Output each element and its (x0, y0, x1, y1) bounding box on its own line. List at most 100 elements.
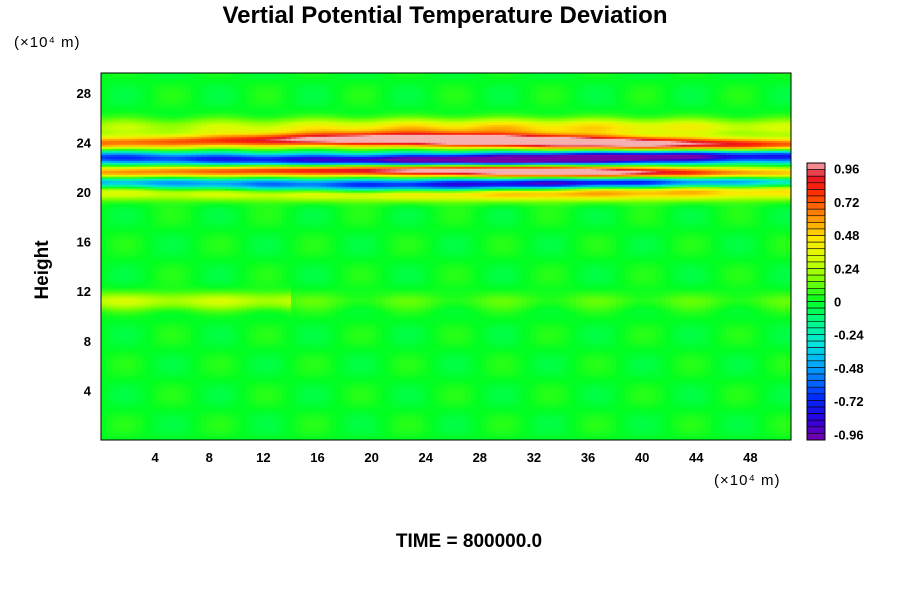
heatmap-cell (131, 316, 137, 319)
heatmap-cell (156, 352, 162, 355)
heatmap-cell (181, 96, 187, 100)
heatmap-cell (146, 146, 152, 150)
heatmap-cell (126, 358, 132, 361)
heatmap-cell (141, 300, 147, 303)
heatmap-cell (156, 140, 162, 144)
heatmap-cell (121, 356, 127, 359)
heatmap-cell (161, 402, 167, 405)
heatmap-cell (161, 146, 167, 150)
heatmap-cell (161, 200, 167, 204)
heatmap-cell (106, 314, 112, 317)
heatmap-cell (146, 310, 152, 313)
heatmap-cell (166, 432, 172, 435)
heatmap-cell (126, 372, 132, 375)
heatmap-cell (101, 316, 107, 319)
heatmap-cell (176, 182, 182, 186)
heatmap-cell (166, 202, 172, 206)
heatmap-cell (126, 186, 132, 190)
heatmap-cell (111, 222, 117, 225)
heatmap-cell (141, 368, 147, 371)
heatmap-cell (111, 372, 117, 375)
heatmap-cell (151, 272, 157, 275)
heatmap-cell (151, 300, 157, 303)
heatmap-cell (111, 394, 117, 397)
heatmap-cell (141, 106, 147, 110)
heatmap-cell (171, 234, 177, 237)
heatmap-cell (106, 86, 112, 90)
heatmap-cell (146, 158, 152, 162)
heatmap-cell (176, 212, 182, 216)
heatmap-cell (111, 164, 117, 168)
heatmap-cell (116, 104, 122, 108)
heatmap-cell (146, 74, 152, 78)
heatmap-cell (111, 154, 117, 158)
heatmap-cell (176, 168, 182, 172)
heatmap-cell (161, 226, 167, 229)
heatmap-cell (136, 84, 142, 88)
heatmap-cell (121, 78, 127, 82)
heatmap-cell (131, 178, 137, 182)
heatmap-cell (156, 242, 162, 245)
heatmap-cell (141, 194, 147, 198)
heatmap-cell (176, 360, 182, 363)
heatmap-cell (156, 150, 162, 154)
heatmap-cell (106, 338, 112, 341)
heatmap-cell (121, 220, 127, 223)
heatmap-cell (166, 246, 172, 249)
heatmap-cell (121, 320, 127, 323)
heatmap-cell (156, 434, 162, 437)
heatmap-cell (146, 186, 152, 190)
heatmap-cell (166, 406, 172, 409)
heatmap-cell (151, 374, 157, 377)
heatmap-cell (141, 246, 147, 249)
heatmap-cell (161, 346, 167, 349)
heatmap-cell (131, 166, 137, 170)
heatmap-cell (146, 360, 152, 363)
heatmap-cell (131, 350, 137, 353)
heatmap-cell (151, 416, 157, 419)
heatmap-cell (126, 112, 132, 116)
heatmap-cell (156, 264, 162, 267)
heatmap-cell (146, 380, 152, 383)
heatmap-cell (136, 360, 142, 363)
heatmap-cell (131, 158, 137, 162)
heatmap-cell (106, 262, 112, 265)
heatmap-cell (116, 222, 122, 225)
heatmap-cell (141, 258, 147, 261)
heatmap-cell (126, 310, 132, 313)
heatmap-cell (106, 186, 112, 190)
heatmap-cell (176, 230, 182, 233)
heatmap-cell (171, 364, 177, 367)
heatmap-cell (181, 160, 187, 164)
heatmap-cell (141, 288, 147, 291)
heatmap-cell (181, 136, 187, 140)
heatmap-cell (151, 330, 157, 333)
heatmap-cell (146, 100, 152, 104)
heatmap-cell (171, 330, 177, 333)
heatmap-cell (161, 172, 167, 176)
heatmap-cell (146, 412, 152, 415)
heatmap-cell (166, 276, 172, 279)
heatmap-cell (111, 150, 117, 154)
heatmap-cell (181, 158, 187, 162)
heatmap-cell (116, 154, 122, 158)
heatmap-cell (176, 410, 182, 413)
heatmap-cell (121, 186, 127, 190)
heatmap-cell (136, 160, 142, 164)
heatmap-cell (171, 132, 177, 136)
heatmap-cell (101, 332, 107, 335)
heatmap-cell (136, 224, 142, 227)
heatmap-cell (151, 240, 157, 243)
heatmap-cell (166, 320, 172, 323)
heatmap-cell (156, 422, 162, 425)
heatmap-cell (121, 206, 127, 210)
heatmap-cell (111, 266, 117, 269)
heatmap-cell (166, 184, 172, 188)
heatmap-cell (156, 176, 162, 180)
heatmap-cell (161, 108, 167, 112)
heatmap-cell (161, 270, 167, 273)
heatmap-cell (151, 208, 157, 212)
heatmap-cell (151, 222, 157, 225)
heatmap-cell (106, 438, 112, 440)
heatmap-cell (146, 348, 152, 351)
